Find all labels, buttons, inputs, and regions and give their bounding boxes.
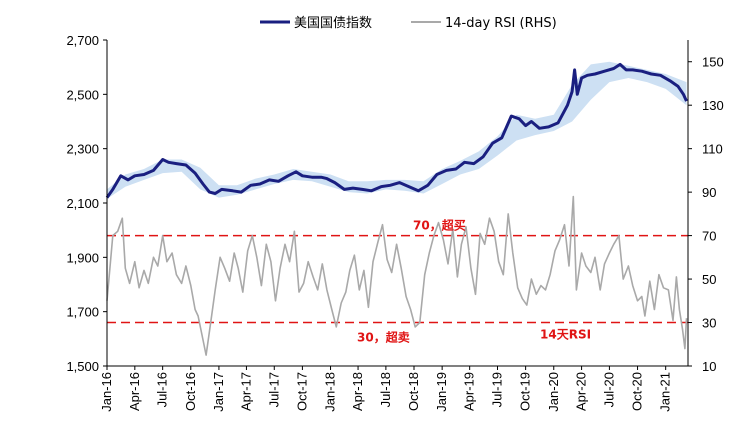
overbought-label: 70，超买 xyxy=(413,218,466,233)
y-right-tick-label: 90 xyxy=(702,185,716,200)
x-tick-label: Apr-20 xyxy=(574,372,589,411)
x-tick-label: Jul-16 xyxy=(155,372,170,407)
x-tick-label: Oct-19 xyxy=(518,372,533,411)
y-left-tick-label: 1,500 xyxy=(66,359,99,374)
legend: 美国国债指数 14-day RSI (RHS) xyxy=(260,16,557,31)
y-right-tick-label: 70 xyxy=(702,229,716,244)
y-right-tick-label: 150 xyxy=(702,55,724,70)
series-line-treasury-index xyxy=(105,62,688,199)
x-tick-label: Apr-19 xyxy=(462,372,477,411)
y-left-tick-label: 2,100 xyxy=(66,196,99,211)
x-tick-label: Jan-18 xyxy=(323,372,338,412)
x-tick-label: Jan-16 xyxy=(99,372,114,412)
oversold-label: 30，超卖 xyxy=(357,330,410,345)
series-layer xyxy=(105,62,688,356)
x-tick-label: Jan-19 xyxy=(434,372,449,412)
x-tick-label: Jan-20 xyxy=(546,372,561,412)
tick-labels: 1,500 1,700 1,900 2,100 2,300 2,500 2,700 10 30 5… xyxy=(66,33,723,412)
band-area xyxy=(107,61,687,199)
y-left-tick-label: 2,700 xyxy=(66,33,99,48)
x-tick-label: Jul-17 xyxy=(266,372,281,407)
y-right-tick-label: 50 xyxy=(702,272,716,287)
y-right-tick-label: 30 xyxy=(702,316,716,331)
x-tick-label: Oct-17 xyxy=(294,372,309,411)
y-left-tick-label: 1,900 xyxy=(66,250,99,265)
x-tick-label: Oct-18 xyxy=(406,372,421,411)
axes xyxy=(103,39,692,370)
y-left-tick-label: 2,300 xyxy=(66,142,99,157)
legend-label-rsi: 14-day RSI (RHS) xyxy=(445,16,557,31)
y-left-tick-label: 1,700 xyxy=(66,305,99,320)
x-tick-label: Jul-19 xyxy=(489,372,504,407)
x-tick-label: Jan-17 xyxy=(211,372,226,412)
y-right-tick-label: 10 xyxy=(702,359,716,374)
x-tick-label: Apr-16 xyxy=(127,372,142,411)
rsi-period-label: 14天RSI xyxy=(540,328,591,342)
x-tick-label: Jul-20 xyxy=(601,372,616,407)
y-right-tick-label: 110 xyxy=(702,142,723,157)
x-tick-label: Oct-16 xyxy=(183,372,198,411)
y-left-tick-label: 2,500 xyxy=(66,87,99,102)
x-tick-label: Apr-18 xyxy=(350,372,365,411)
series-line-rsi xyxy=(106,195,688,356)
x-tick-label: Jan-21 xyxy=(658,372,673,412)
annotations: 70，超买 30，超卖 14天RSI xyxy=(357,218,591,345)
x-tick-label: Oct-20 xyxy=(630,372,645,411)
x-tick-label: Apr-17 xyxy=(238,372,253,411)
reference-lines xyxy=(107,234,688,324)
legend-label-treasury-index: 美国国债指数 xyxy=(294,16,372,31)
y-right-tick-label: 130 xyxy=(702,98,724,113)
band-layer xyxy=(107,61,687,199)
x-tick-label: Jul-18 xyxy=(378,372,393,407)
